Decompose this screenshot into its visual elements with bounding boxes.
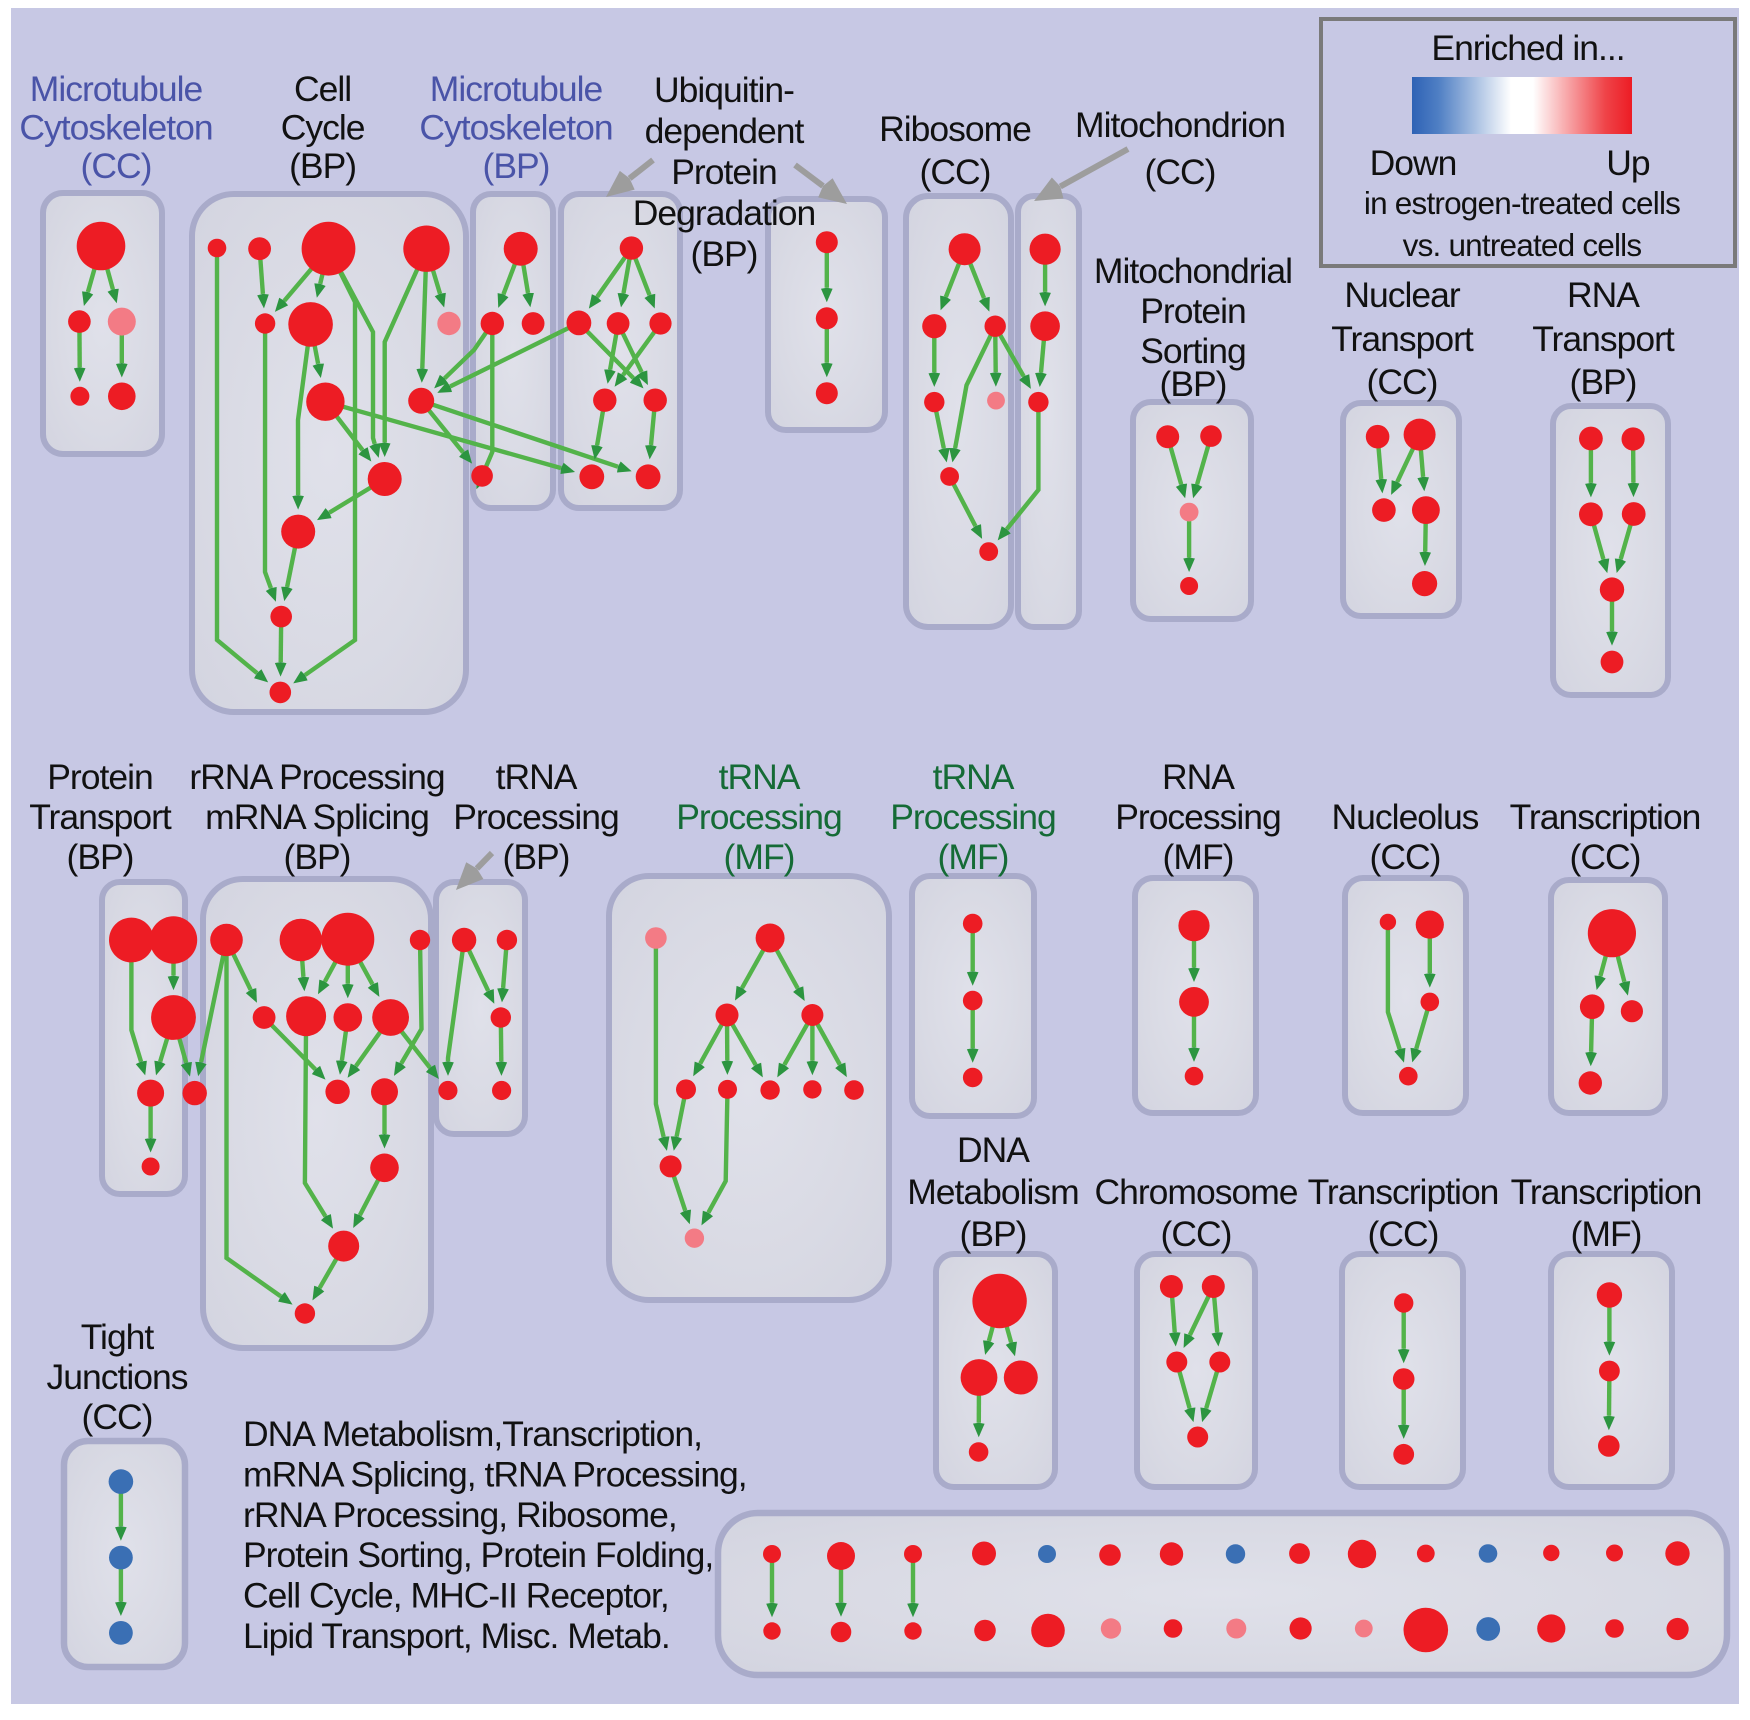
svg-text:dependent: dependent (645, 111, 805, 151)
svg-text:Enriched in...: Enriched in... (1431, 28, 1624, 68)
svg-text:Cell: Cell (294, 69, 351, 109)
svg-text:in estrogen-treated cells: in estrogen-treated cells (1364, 185, 1680, 221)
svg-text:Microtubule: Microtubule (430, 69, 603, 109)
svg-text:DNA: DNA (957, 1130, 1030, 1170)
svg-text:tRNA: tRNA (933, 757, 1015, 797)
svg-text:(BP): (BP) (284, 837, 351, 877)
svg-text:RNA: RNA (1162, 757, 1235, 797)
svg-text:Processing: Processing (676, 797, 842, 837)
svg-text:Protein: Protein (47, 757, 152, 797)
svg-text:Transport: Transport (1532, 319, 1675, 359)
svg-text:(CC): (CC) (1368, 1214, 1439, 1254)
svg-text:(BP): (BP) (960, 1214, 1027, 1254)
svg-text:tRNA: tRNA (496, 757, 578, 797)
svg-text:Metabolism: Metabolism (907, 1172, 1079, 1212)
svg-text:(MF): (MF) (724, 837, 795, 877)
svg-text:Cycle: Cycle (281, 108, 365, 148)
svg-text:(MF): (MF) (1571, 1214, 1642, 1254)
svg-text:Ribosome: Ribosome (879, 109, 1031, 149)
svg-text:(CC): (CC) (1370, 837, 1441, 877)
svg-text:(BP): (BP) (691, 234, 758, 274)
svg-text:(BP): (BP) (483, 146, 550, 186)
svg-text:Transcription: Transcription (1510, 797, 1701, 837)
svg-text:(MF): (MF) (1163, 837, 1234, 877)
svg-text:Ubiquitin-: Ubiquitin- (654, 70, 794, 110)
svg-text:mRNA Splicing: mRNA Splicing (205, 797, 429, 837)
svg-text:Cytoskeleton: Cytoskeleton (419, 108, 612, 148)
svg-text:Nuclear: Nuclear (1344, 275, 1461, 315)
svg-text:rRNA Processing, Ribosome,: rRNA Processing, Ribosome, (243, 1495, 677, 1535)
svg-text:Transcription: Transcription (1308, 1172, 1499, 1212)
svg-text:vs. untreated cells: vs. untreated cells (1403, 227, 1642, 263)
svg-text:(BP): (BP) (1160, 364, 1227, 404)
svg-text:Degradation: Degradation (633, 193, 815, 233)
svg-text:(CC): (CC) (920, 152, 991, 192)
svg-text:(BP): (BP) (1570, 362, 1637, 402)
svg-text:Sorting: Sorting (1140, 331, 1245, 371)
svg-text:(CC): (CC) (81, 146, 152, 186)
svg-text:(BP): (BP) (67, 837, 134, 877)
svg-text:Transcription: Transcription (1511, 1172, 1702, 1212)
svg-text:Nucleolus: Nucleolus (1332, 797, 1479, 837)
svg-text:Down: Down (1370, 143, 1457, 183)
svg-text:(MF): (MF) (938, 837, 1009, 877)
svg-text:(CC): (CC) (82, 1397, 153, 1437)
svg-text:Processing: Processing (890, 797, 1056, 837)
svg-text:rRNA Processing: rRNA Processing (189, 757, 444, 797)
svg-text:Mitochondrion: Mitochondrion (1075, 105, 1285, 145)
svg-text:Protein: Protein (671, 152, 776, 192)
svg-text:Junctions: Junctions (47, 1357, 188, 1397)
svg-text:(CC): (CC) (1570, 837, 1641, 877)
svg-text:Tight: Tight (81, 1317, 155, 1357)
svg-text:DNA Metabolism,Transcription,: DNA Metabolism,Transcription, (243, 1414, 702, 1454)
svg-text:Chromosome: Chromosome (1094, 1172, 1297, 1212)
svg-text:Protein Sorting, Protein Foldi: Protein Sorting, Protein Folding, (243, 1535, 713, 1575)
svg-text:Microtubule: Microtubule (30, 69, 203, 109)
svg-text:RNA: RNA (1567, 275, 1640, 315)
svg-text:(BP): (BP) (503, 837, 570, 877)
svg-text:tRNA: tRNA (719, 757, 801, 797)
svg-text:(CC): (CC) (1145, 152, 1216, 192)
svg-text:Protein: Protein (1140, 291, 1245, 331)
svg-text:Processing: Processing (453, 797, 619, 837)
svg-text:Mitochondrial: Mitochondrial (1094, 251, 1292, 291)
svg-text:(CC): (CC) (1367, 362, 1438, 402)
svg-text:(CC): (CC) (1161, 1214, 1232, 1254)
svg-text:mRNA Splicing, tRNA Processing: mRNA Splicing, tRNA Processing, (243, 1454, 747, 1494)
svg-text:Transport: Transport (29, 797, 172, 837)
svg-text:Transport: Transport (1331, 319, 1474, 359)
svg-text:Up: Up (1606, 143, 1650, 183)
svg-text:Lipid Transport, Misc. Metab.: Lipid Transport, Misc. Metab. (243, 1616, 670, 1656)
svg-text:Cell Cycle, MHC-II Receptor,: Cell Cycle, MHC-II Receptor, (243, 1576, 669, 1616)
svg-text:Cytoskeleton: Cytoskeleton (19, 108, 212, 148)
svg-text:Processing: Processing (1115, 797, 1281, 837)
svg-text:(BP): (BP) (289, 146, 356, 186)
